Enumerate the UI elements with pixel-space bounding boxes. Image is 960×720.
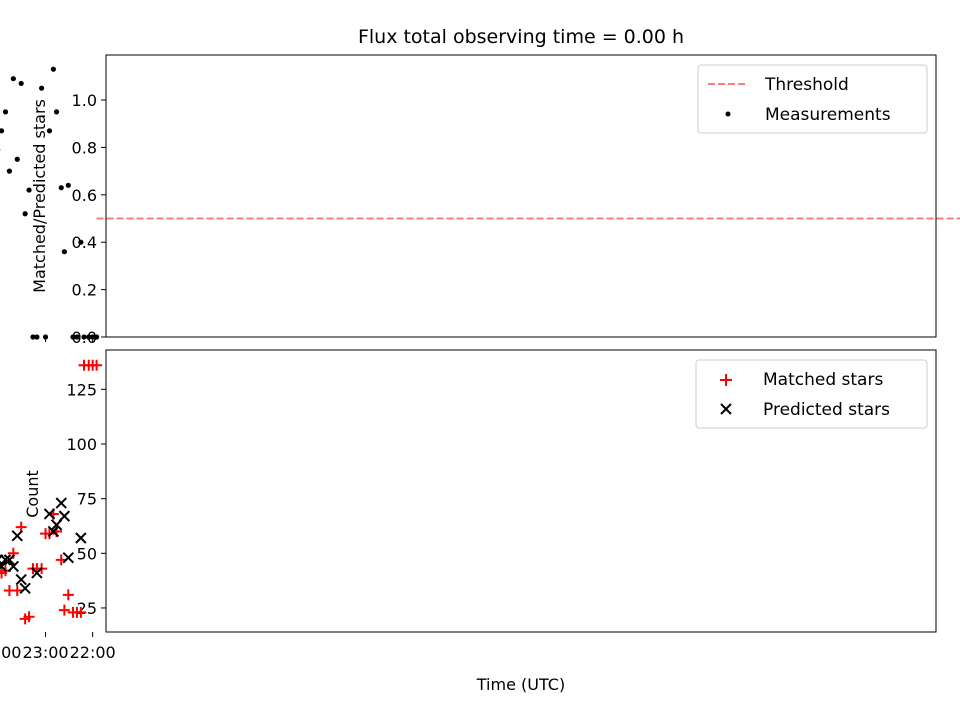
measurement-point — [42, 334, 49, 340]
matched-star-marker — [19, 613, 31, 625]
legend-predicted-label: Predicted stars — [763, 400, 890, 420]
count-x-tick-label: 22:00 — [70, 643, 116, 662]
legend-matched-swatch — [720, 374, 732, 386]
measurement-point — [26, 187, 32, 193]
ratio-y-tick-label: 0.6 — [72, 186, 97, 205]
count-y-tick-label: 50 — [77, 544, 97, 563]
predicted-star-marker — [11, 530, 23, 542]
matched-star-marker — [62, 589, 74, 601]
ratio-y-tick-label: 0.2 — [72, 281, 97, 300]
matched-star-marker — [78, 359, 90, 371]
x-axis-label: Time (UTC) — [476, 675, 565, 694]
ratio-plot-frame — [105, 54, 937, 338]
ratio-y-tick-label: 1.0 — [72, 91, 97, 110]
count-y-tick-label: 125 — [66, 380, 97, 399]
matched-star-marker — [58, 604, 70, 616]
matched-star-marker — [40, 528, 52, 540]
legend-measurements-label: Measurements — [765, 105, 891, 125]
measurement-point — [74, 334, 80, 340]
measurement-point — [30, 334, 36, 340]
ratio-legend: Threshold Measurements — [697, 64, 928, 134]
measurement-point — [46, 128, 53, 134]
predicted-star-marker — [47, 525, 60, 538]
measurement-point — [14, 156, 20, 162]
ratio-y-axis-label: Matched/Predicted stars — [30, 99, 49, 293]
measurement-point — [10, 76, 16, 82]
predicted-star-marker — [62, 551, 75, 564]
ratio-panel: 0.00.20.40.60.81.0 Matched/Predicted sta… — [0, 54, 960, 347]
count-legend-box — [695, 359, 928, 429]
count-y-tick-label: 75 — [77, 490, 97, 509]
predicted-star-marker — [0, 560, 8, 573]
legend-threshold-label: Threshold — [764, 75, 849, 95]
predicted-star-marker — [31, 567, 43, 579]
predicted-star-marker — [55, 497, 67, 509]
count-y-tick-label: 100 — [66, 435, 97, 454]
count-x-tick-label: 00:00 — [0, 643, 21, 662]
predicted-star-marker — [15, 573, 27, 586]
measurement-point — [58, 185, 64, 191]
measurement-point — [39, 85, 45, 91]
count-y-tick-label: 25 — [77, 599, 97, 618]
predicted-star-marker — [0, 554, 4, 566]
measurement-point — [53, 109, 60, 115]
ratio-y-tick-label: 0.8 — [72, 138, 97, 157]
count-plot-frame — [105, 349, 937, 633]
measurement-point — [93, 334, 100, 340]
matched-star-marker — [67, 606, 79, 618]
measurement-point — [61, 249, 67, 255]
predicted-star-marker — [43, 508, 56, 520]
legend-measurements-swatch — [725, 111, 731, 117]
matched-star-marker — [3, 584, 15, 596]
count-x-tick-label: 23:00 — [22, 643, 68, 662]
ratio-y-axis: 0.00.20.40.60.81.0 — [72, 91, 106, 347]
matched-star-marker — [0, 571, 4, 574]
measurement-point — [78, 239, 84, 245]
count-y-axis: 25 50 75 100 125 — [66, 380, 106, 618]
measurement-point — [2, 109, 9, 115]
measurement-point — [18, 80, 24, 87]
legend-matched-label: Matched stars — [763, 370, 883, 390]
measurement-point — [81, 334, 87, 340]
measurement-point — [6, 168, 13, 174]
measurement-point — [50, 66, 56, 72]
ratio-legend-box — [697, 64, 928, 134]
measurement-point — [70, 334, 76, 340]
chart-title: Flux total observing time = 0.00 h — [358, 26, 684, 48]
count-panel: 25 50 75 100 125 22:0023:0000:0001:0002:0003… — [0, 349, 937, 694]
legend-predicted-swatch — [720, 403, 732, 415]
count-y-axis-label: Count — [23, 470, 42, 518]
predicted-star-marker — [50, 519, 63, 531]
measurement-point — [65, 182, 71, 188]
measurement-point — [0, 128, 5, 134]
measurement-point — [22, 211, 28, 217]
predicted-star-marker — [19, 582, 31, 594]
measurement-point — [86, 334, 92, 340]
predicted-star-marker — [75, 532, 87, 544]
ratio-y-tick-label: 0.4 — [72, 233, 97, 252]
measurement-point — [34, 334, 40, 340]
measurement-point — [90, 334, 96, 340]
predicted-stars-points — [0, 497, 87, 594]
count-legend: Matched stars Predicted stars — [695, 359, 928, 429]
measurement-points — [0, 66, 100, 340]
